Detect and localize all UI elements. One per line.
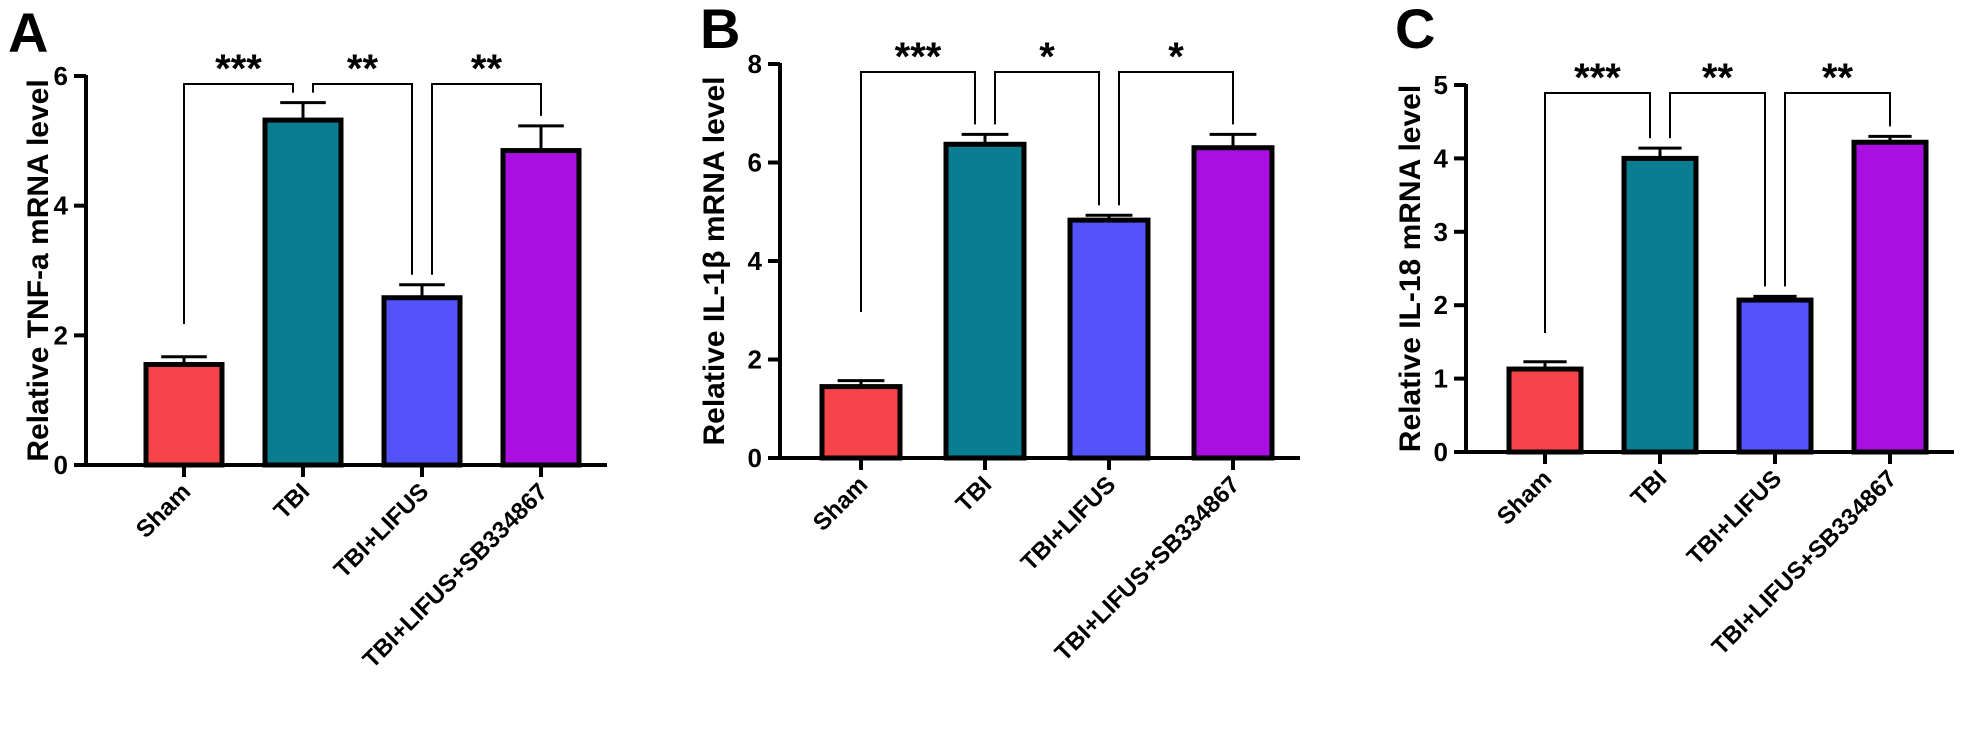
x-tick-label: TBI+LIFUS bbox=[1016, 471, 1121, 576]
x-tick-label: TBI+LIFUS bbox=[1682, 465, 1787, 570]
bar bbox=[819, 384, 903, 461]
bar bbox=[1621, 155, 1699, 455]
bar bbox=[381, 295, 463, 468]
y-tick-label: 8 bbox=[748, 49, 762, 79]
significance-label: ** bbox=[1822, 56, 1854, 100]
y-tick-label: 6 bbox=[54, 61, 68, 91]
significance-bracket bbox=[183, 83, 294, 324]
y-tick-label: 1 bbox=[1434, 364, 1448, 394]
x-tick-label: TBI+LIFUS bbox=[329, 478, 434, 583]
y-tick-label: 4 bbox=[748, 246, 763, 276]
y-axis-label: Relative TNF-a mRNA level bbox=[22, 79, 55, 461]
x-tick-label: Sham bbox=[1492, 465, 1557, 530]
bar bbox=[943, 141, 1027, 461]
y-tick-label: 2 bbox=[748, 345, 762, 375]
y-tick-label: 4 bbox=[54, 191, 69, 221]
significance-label: *** bbox=[1574, 56, 1621, 100]
significance-bracket bbox=[431, 83, 542, 275]
x-tick-label: TBI bbox=[269, 478, 315, 524]
bar bbox=[262, 117, 344, 468]
significance-bracket bbox=[1669, 92, 1766, 287]
y-tick-label: 3 bbox=[1434, 217, 1448, 247]
y-axis-label: Relative IL-18 mRNA level bbox=[1394, 85, 1427, 452]
y-axis-label: Relative IL-1β mRNA level bbox=[698, 77, 731, 446]
bar bbox=[1191, 145, 1275, 461]
bar bbox=[1506, 366, 1584, 455]
y-tick-label: 0 bbox=[1434, 437, 1448, 467]
x-tick-label: Sham bbox=[808, 471, 873, 536]
bar bbox=[143, 362, 225, 468]
panel-letter: B bbox=[700, 0, 740, 60]
chart-panel-b: B Relative IL-1β mRNA level 0 2 4 6 8 Sham TBI TB… bbox=[698, 0, 1300, 667]
significance-bracket bbox=[1784, 92, 1891, 287]
bar bbox=[1736, 297, 1814, 455]
significance-bracket bbox=[860, 71, 976, 312]
significance-label: *** bbox=[895, 35, 942, 79]
y-tick-label: 4 bbox=[1434, 143, 1449, 173]
x-tick-label: Sham bbox=[131, 478, 196, 543]
y-tick-label: 2 bbox=[54, 320, 68, 350]
significance-label: ** bbox=[347, 47, 379, 91]
significance-bracket bbox=[312, 83, 413, 275]
significance-label: * bbox=[1039, 35, 1055, 79]
panel-letter: C bbox=[1395, 0, 1435, 60]
panel-letter: A bbox=[8, 1, 48, 64]
significance-label: * bbox=[1168, 35, 1184, 79]
significance-bracket bbox=[1544, 92, 1651, 333]
x-tick-label: TBI bbox=[951, 471, 997, 517]
bar bbox=[1851, 139, 1929, 455]
y-tick-label: 5 bbox=[1434, 70, 1448, 100]
bar bbox=[500, 148, 582, 468]
y-tick-label: 6 bbox=[748, 148, 762, 178]
y-tick-label: 2 bbox=[1434, 290, 1448, 320]
y-tick-label: 0 bbox=[748, 443, 762, 473]
significance-bracket bbox=[1118, 71, 1234, 206]
significance-bracket bbox=[994, 71, 1100, 206]
significance-label: *** bbox=[215, 47, 262, 91]
bar bbox=[1067, 217, 1151, 461]
significance-label: ** bbox=[471, 47, 503, 91]
significance-label: ** bbox=[1702, 56, 1734, 100]
x-tick-label: TBI bbox=[1626, 465, 1672, 511]
x-tick-label: TBI+LIFUS+SB334867 bbox=[1707, 465, 1902, 660]
y-tick-label: 0 bbox=[54, 450, 68, 480]
